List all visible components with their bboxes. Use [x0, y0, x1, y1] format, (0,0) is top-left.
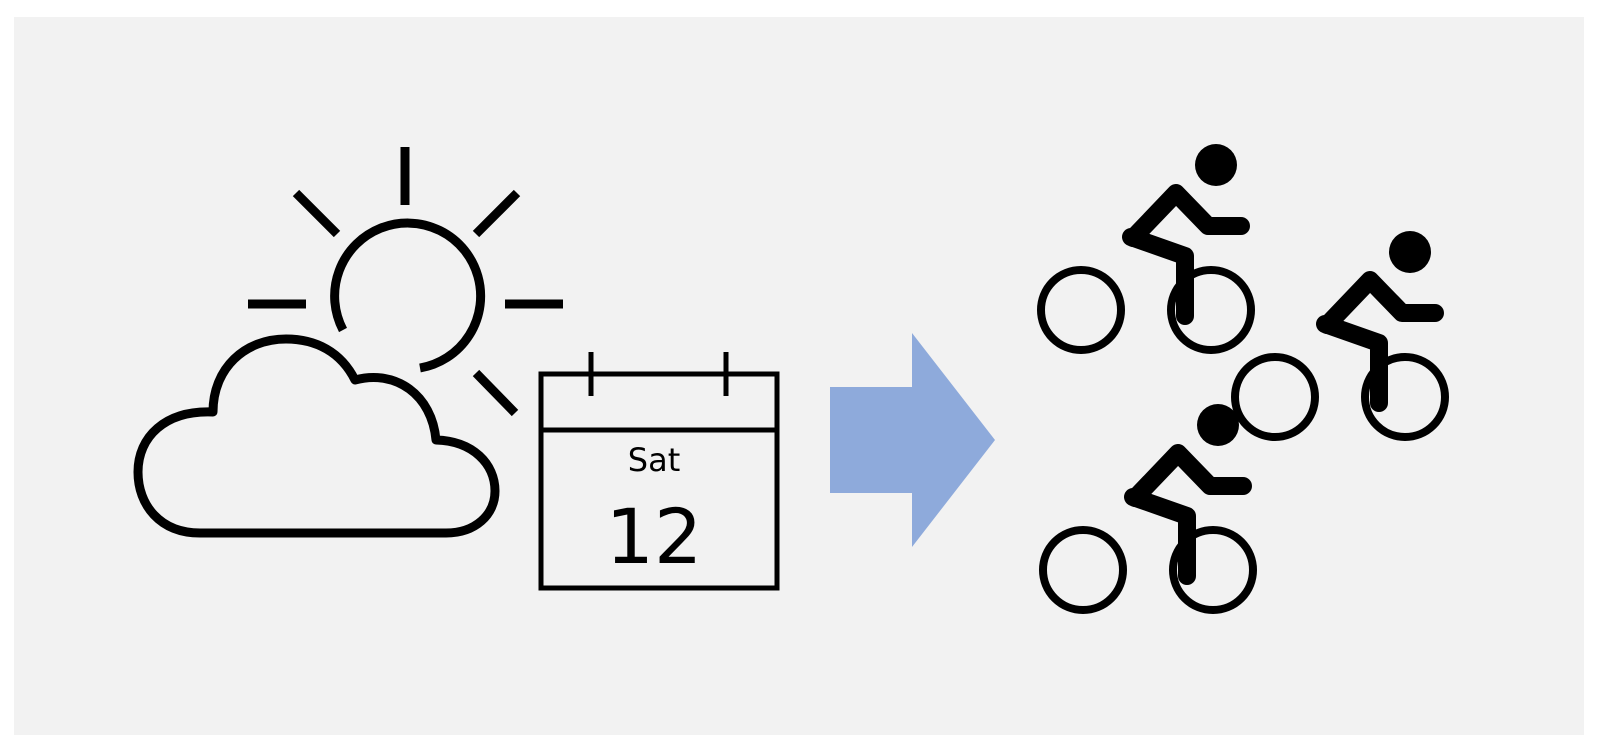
arrow-right-icon	[830, 333, 995, 547]
calendar-date-label: 12	[606, 492, 703, 581]
cyclist-icon	[1043, 404, 1253, 610]
calendar-icon: Sat 12	[538, 352, 780, 591]
cloud-icon	[133, 334, 500, 538]
cyclist-icon	[1235, 231, 1445, 437]
sun-icon	[248, 147, 563, 417]
calendar-day-label: Sat	[628, 441, 680, 479]
diagram-panel	[14, 17, 1584, 735]
cyclist-icon	[1041, 144, 1251, 350]
